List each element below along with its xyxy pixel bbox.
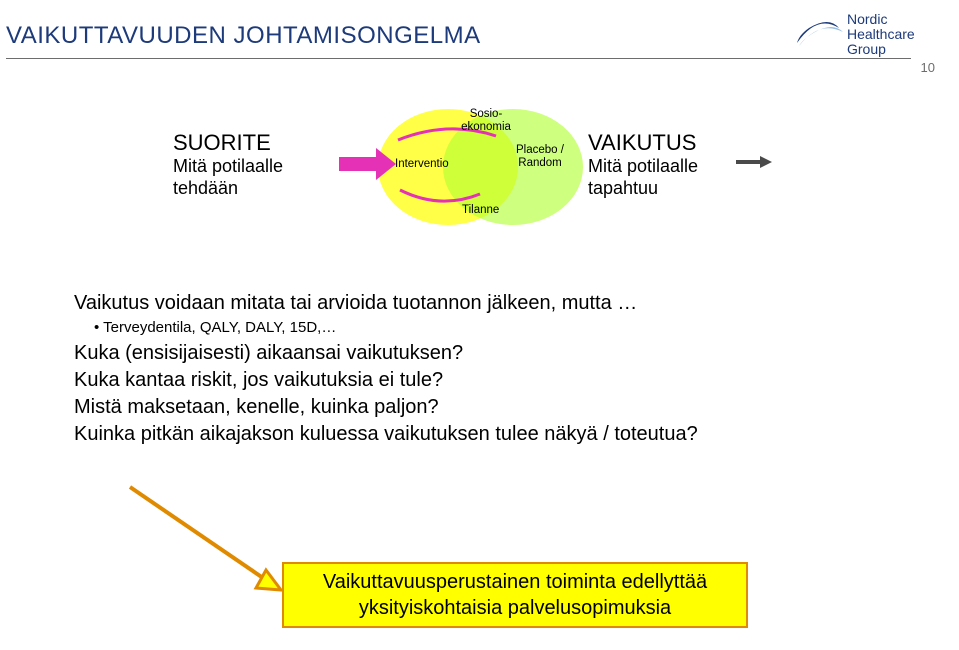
box-arrow-icon — [130, 487, 281, 590]
callout-l2: yksityiskohtaisia palvelusopimuksia — [359, 597, 671, 619]
box-arrow-svg — [0, 0, 959, 650]
callout-box: Vaikuttavuusperustainen toiminta edellyt… — [282, 562, 748, 628]
callout-l1: Vaikuttavuusperustainen toiminta edellyt… — [323, 571, 707, 593]
